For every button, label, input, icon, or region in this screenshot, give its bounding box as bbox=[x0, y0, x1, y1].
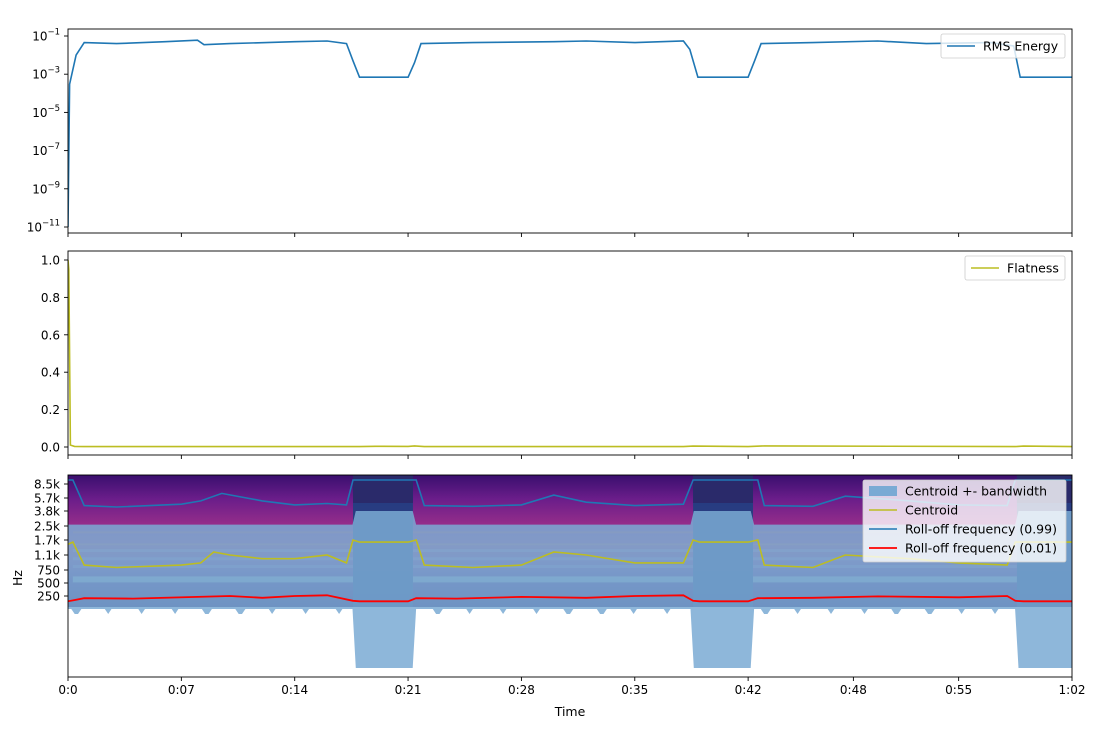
hz-y-tick-label: 250 bbox=[37, 590, 60, 604]
legend-label-centroid: Centroid bbox=[905, 503, 958, 518]
centroid-bandwidth-band bbox=[68, 511, 1072, 668]
flatness-y-tick-label: 0.4 bbox=[41, 366, 60, 380]
spectrogram-legend: Centroid +- bandwidth Centroid Roll-off … bbox=[862, 479, 1067, 563]
rms-x-axis-ticks bbox=[67, 233, 1073, 237]
flatness-y-tick-label: 1.0 bbox=[41, 254, 60, 268]
flatness-y-tick-label: 0.8 bbox=[41, 291, 60, 305]
time-tick-label: 0:35 bbox=[621, 683, 648, 697]
rms-energy-panel: 10−1 10−3 10−5 10−7 10−9 10−11 RMS Energy bbox=[27, 28, 1073, 237]
flatness-y-tick-label: 0.0 bbox=[41, 441, 60, 455]
flatness-panel: 0.0 0.2 0.4 0.6 0.8 1.0 Flatness bbox=[41, 250, 1073, 459]
rms-legend-label: RMS Energy bbox=[983, 39, 1059, 54]
flatness-line bbox=[68, 259, 1072, 448]
time-tick-label: 0:14 bbox=[281, 683, 308, 697]
time-tick-label: 0:55 bbox=[945, 683, 972, 697]
spectrogram-axes-frame bbox=[67, 474, 1073, 678]
hz-y-tick-label: 3.8k bbox=[34, 505, 60, 519]
time-x-axis-label: Time bbox=[554, 704, 586, 719]
hz-y-tick-label: 8.5k bbox=[34, 478, 60, 492]
centroid-line bbox=[68, 538, 1072, 569]
rolloff-001-line bbox=[68, 594, 1072, 603]
legend-label-rolloff-001: Roll-off frequency (0.01) bbox=[905, 541, 1057, 556]
rms-legend: RMS Energy bbox=[940, 33, 1066, 59]
flatness-legend: Flatness bbox=[964, 255, 1066, 281]
legend-label-bandwidth: Centroid +- bandwidth bbox=[905, 484, 1047, 499]
time-tick-label: 0:21 bbox=[395, 683, 422, 697]
spectrogram-y-axis-label: Hz bbox=[10, 570, 25, 586]
flatness-legend-label: Flatness bbox=[1007, 261, 1059, 276]
time-tick-label: 0:0 bbox=[58, 683, 77, 697]
hz-y-tick-label: 1.1k bbox=[34, 549, 60, 563]
time-tick-label: 0:42 bbox=[735, 683, 762, 697]
rms-y-tick-label: 10−1 bbox=[32, 28, 60, 44]
time-tick-label: 0:48 bbox=[840, 683, 867, 697]
flatness-y-axis-ticks: 0.0 0.2 0.4 0.6 0.8 1.0 bbox=[41, 254, 68, 455]
hz-y-tick-label: 5.7k bbox=[34, 492, 60, 506]
legend-label-rolloff-099: Roll-off frequency (0.99) bbox=[905, 522, 1057, 537]
hz-y-tick-label: 1.7k bbox=[34, 534, 60, 548]
rms-y-tick-label: 10−11 bbox=[27, 219, 60, 235]
rms-y-tick-label: 10−3 bbox=[32, 66, 60, 82]
flatness-y-tick-label: 0.6 bbox=[41, 328, 60, 342]
rms-y-tick-label: 10−5 bbox=[32, 104, 60, 120]
flatness-axes-frame bbox=[67, 250, 1073, 456]
time-x-axis-ticks: 0:0 0:07 0:14 0:21 0:28 0:35 0:42 0:48 0:55 1:02 bbox=[58, 677, 1085, 697]
time-tick-label: 1:02 bbox=[1059, 683, 1086, 697]
hz-y-tick-label: 750 bbox=[37, 564, 60, 578]
hz-y-tick-label: 500 bbox=[37, 577, 60, 591]
time-tick-label: 0:28 bbox=[508, 683, 535, 697]
rms-energy-line bbox=[68, 39, 1072, 228]
flatness-y-tick-label: 0.2 bbox=[41, 403, 60, 417]
time-tick-label: 0:07 bbox=[168, 683, 195, 697]
rms-axes-frame bbox=[67, 28, 1073, 234]
rms-y-tick-label: 10−9 bbox=[32, 180, 60, 196]
rms-y-tick-label: 10−7 bbox=[32, 142, 60, 158]
rms-y-axis-ticks: 10−1 10−3 10−5 10−7 10−9 10−11 bbox=[27, 28, 68, 235]
legend-swatch-bandwidth bbox=[869, 486, 897, 496]
flatness-x-axis-ticks bbox=[67, 455, 1073, 459]
hz-y-tick-label: 2.5k bbox=[34, 520, 60, 534]
